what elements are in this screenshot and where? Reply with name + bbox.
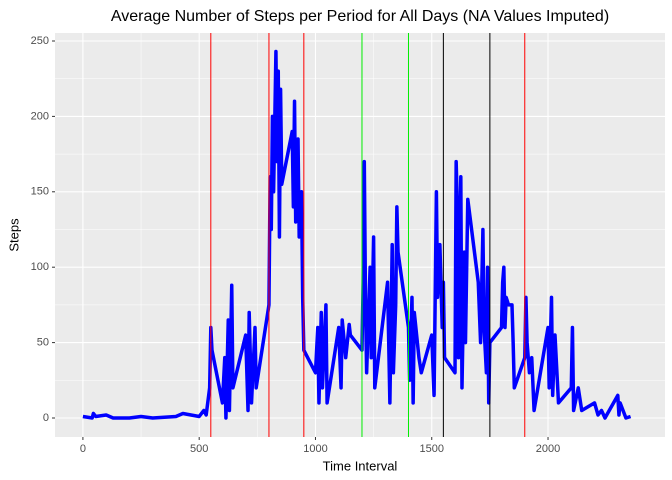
x-tick-label: 500 (190, 443, 208, 455)
y-tick-label: 250 (31, 35, 49, 47)
x-axis-label: Time Interval (323, 458, 398, 473)
x-tick-label: 2000 (536, 443, 560, 455)
series-line (82, 49, 632, 420)
plot (82, 33, 632, 437)
y-axis-label: Steps (6, 218, 21, 252)
x-tick-label: 1500 (420, 443, 444, 455)
y-tick-label: 0 (43, 412, 49, 424)
x-tick-label: 1000 (303, 443, 327, 455)
x-tick-label: 0 (80, 443, 86, 455)
grid (55, 33, 665, 437)
y-tick-label: 100 (31, 261, 49, 273)
panel (55, 33, 665, 437)
y-tick-label: 50 (37, 337, 49, 349)
y-tick-label: 200 (31, 110, 49, 122)
y-tick-label: 150 (31, 186, 49, 198)
chart-title: Average Number of Steps per Period for A… (111, 8, 609, 25)
